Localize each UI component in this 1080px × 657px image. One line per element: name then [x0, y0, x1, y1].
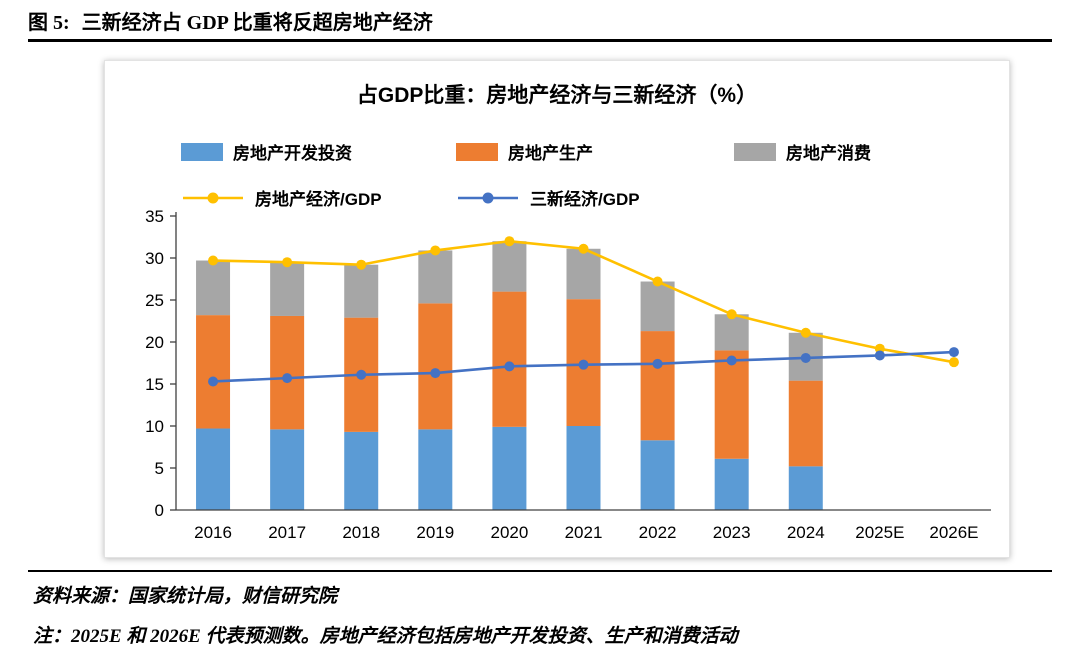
footer-divider	[28, 570, 1052, 572]
legend-label-consumption: 房地产消费	[786, 144, 871, 163]
footnote: 注：2025E 和 2026E 代表预测数。房地产经济包括房地产开发投资、生产和…	[33, 626, 738, 647]
legend-item-neweconomy-gdp: 三新经济/GDP	[456, 185, 640, 210]
legend-swatch-production	[456, 142, 498, 161]
legend-item-production: 房地产生产	[456, 139, 593, 164]
svg-text:30: 30	[145, 249, 164, 268]
legend-line-marker-neweconomy	[458, 192, 518, 203]
svg-text:2023: 2023	[713, 523, 751, 542]
figure-number: 图 5:	[28, 12, 70, 34]
source-note: 资料来源：国家统计局，财信研究院	[33, 586, 338, 607]
header-divider	[28, 39, 1052, 42]
svg-text:2019: 2019	[416, 523, 454, 542]
svg-text:2020: 2020	[490, 523, 528, 542]
svg-text:2024: 2024	[787, 523, 825, 542]
svg-text:2026E: 2026E	[929, 523, 978, 542]
svg-text:2021: 2021	[565, 523, 603, 542]
svg-text:2016: 2016	[194, 523, 232, 542]
svg-text:25: 25	[145, 291, 164, 310]
legend-item-dev-investment: 房地产开发投资	[181, 139, 352, 164]
chart-card: 占GDP比重：房地产经济与三新经济（%） 房地产开发投资 房地产生产 房地产消费…	[104, 60, 1010, 558]
legend-line-marker-realestate	[183, 192, 243, 203]
legend-label-production: 房地产生产	[508, 144, 593, 163]
chart-title: 占GDP比重：房地产经济与三新经济（%）	[356, 84, 758, 107]
svg-text:0: 0	[155, 501, 164, 520]
svg-text:2022: 2022	[639, 523, 677, 542]
stacked-bar-line-chart: 0 5 10 15 20 25 30 35 2016 2017 2018 2019 2020 2021 20…	[145, 207, 991, 542]
legend-item-realestate-gdp: 房地产经济/GDP	[181, 185, 382, 210]
legend-label-realestate-gdp: 房地产经济/GDP	[255, 190, 382, 209]
svg-text:2017: 2017	[268, 523, 306, 542]
svg-text:15: 15	[145, 375, 164, 394]
legend-item-consumption: 房地产消费	[734, 139, 871, 164]
legend-label-neweconomy-gdp: 三新经济/GDP	[530, 190, 640, 209]
svg-text:10: 10	[145, 417, 164, 436]
svg-text:35: 35	[145, 207, 164, 226]
legend-swatch-consumption	[734, 142, 776, 161]
svg-text:20: 20	[145, 333, 164, 352]
legend-label-dev-investment: 房地产开发投资	[233, 144, 352, 163]
figure-title: 三新经济占 GDP 比重将反超房地产经济	[81, 12, 433, 34]
figure-header: 图 5: 三新经济占 GDP 比重将反超房地产经济	[28, 6, 433, 35]
svg-text:5: 5	[155, 459, 164, 478]
svg-text:2025E: 2025E	[855, 523, 904, 542]
legend-swatch-dev-investment	[181, 142, 223, 161]
svg-text:2018: 2018	[342, 523, 380, 542]
